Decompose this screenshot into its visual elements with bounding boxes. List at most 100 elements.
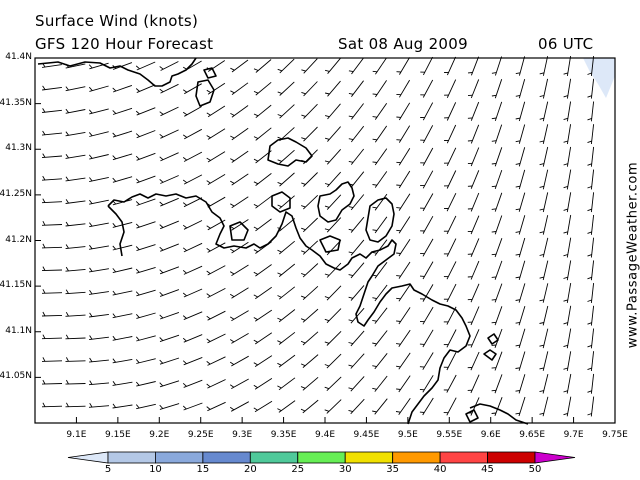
wind-barb	[88, 108, 109, 115]
wind-barb	[348, 307, 365, 324]
wind-barb	[396, 193, 411, 211]
wind-barb	[443, 238, 457, 257]
colorbar-segment	[487, 451, 536, 464]
wind-barb	[324, 217, 342, 233]
wind-barb	[159, 129, 179, 139]
wind-barb	[491, 283, 503, 303]
wind-barb	[229, 378, 249, 389]
colorbar-segment	[297, 451, 346, 464]
wind-barb	[443, 147, 457, 166]
wind-barb	[563, 305, 572, 326]
wind-barb	[135, 130, 156, 139]
wind-barb	[135, 198, 156, 206]
wind-barb	[563, 78, 572, 99]
wind-barb	[182, 60, 202, 72]
lon-label: 9.6E	[480, 430, 501, 440]
lat-label: 41.1N	[5, 325, 32, 336]
wind-barb	[467, 124, 480, 144]
wind-barb	[396, 216, 411, 234]
wind-barb	[491, 56, 503, 76]
wind-barb	[88, 62, 109, 70]
wind-barb	[230, 150, 249, 163]
wind-barb	[491, 397, 503, 416]
lon-label: 9.5E	[397, 430, 418, 440]
wind-barb	[420, 56, 433, 76]
wind-barb	[300, 354, 319, 368]
wind-barb	[372, 330, 388, 347]
wind-barb	[324, 353, 342, 369]
wind-barb	[372, 171, 388, 188]
wind-barb	[563, 124, 572, 145]
wind-barb	[135, 107, 156, 116]
wind-barb	[253, 104, 272, 119]
wind-barb	[539, 351, 549, 371]
wind-barb	[348, 125, 365, 143]
wind-barb	[277, 172, 295, 187]
wind-barb	[563, 214, 572, 235]
wind-barb	[206, 401, 226, 412]
wind-barb	[88, 154, 109, 160]
wind-barb	[230, 219, 249, 231]
wind-barb	[89, 357, 109, 363]
wind-barb	[444, 124, 457, 144]
wind-barb	[467, 215, 480, 235]
wind-barb	[65, 108, 86, 114]
wind-barb	[159, 243, 179, 252]
wind-barb	[229, 287, 249, 299]
wind-barb	[65, 63, 86, 69]
wind-barb	[301, 149, 318, 165]
colorbar-segment	[439, 451, 488, 464]
wind-barb	[253, 332, 273, 345]
wind-barb	[372, 307, 388, 324]
colorbar-label: 25	[291, 464, 305, 475]
wind-barb	[396, 375, 411, 393]
wind-barb	[159, 83, 179, 94]
wind-barb	[444, 79, 457, 98]
wind-barb	[112, 176, 133, 183]
island-caprera	[365, 197, 395, 243]
wind-barb	[253, 81, 272, 96]
wind-barb	[515, 283, 526, 303]
coastline-corsica	[37, 57, 197, 87]
wind-barb	[135, 84, 156, 94]
wind-barb	[539, 283, 549, 303]
wind-barb	[300, 308, 319, 323]
wind-barb	[135, 175, 156, 184]
wind-barb	[491, 260, 503, 280]
lon-label: 9.55E	[436, 430, 463, 440]
wind-barb	[230, 173, 249, 186]
wind-barb	[277, 354, 296, 368]
wind-barb	[444, 102, 457, 121]
wind-speed-colorbar	[67, 451, 576, 464]
wind-barb	[443, 397, 457, 416]
wind-barb	[65, 244, 86, 250]
wind-barb	[563, 146, 572, 167]
wind-barb	[229, 264, 249, 276]
wind-barb	[348, 239, 365, 256]
wind-barb	[324, 399, 342, 414]
wind-barb	[112, 107, 133, 115]
wind-barb	[587, 351, 595, 372]
wind-barb	[420, 193, 434, 212]
wind-barb	[159, 311, 180, 320]
wind-barb	[230, 127, 249, 141]
wind-barb	[539, 396, 549, 417]
wind-barb	[159, 403, 180, 410]
wind-barb	[112, 199, 133, 206]
wind-barb	[563, 328, 572, 349]
wind-barb	[396, 125, 411, 143]
wind-barb	[395, 398, 411, 415]
wind-barb	[324, 194, 342, 210]
wind-barb	[253, 150, 272, 164]
map-title: Surface Wind (knots)	[35, 12, 199, 30]
wind-barb	[206, 265, 226, 276]
wind-barb	[230, 82, 249, 95]
wind-barb	[112, 358, 133, 364]
lon-label: 9.4E	[315, 430, 335, 440]
wind-barb	[88, 131, 109, 137]
wind-barb	[563, 351, 572, 371]
wind-barb	[135, 403, 156, 410]
forecast-time: 06 UTC	[538, 35, 594, 53]
forecast-date: Sat 08 Aug 2009	[338, 35, 468, 53]
wind-barb	[396, 102, 411, 121]
